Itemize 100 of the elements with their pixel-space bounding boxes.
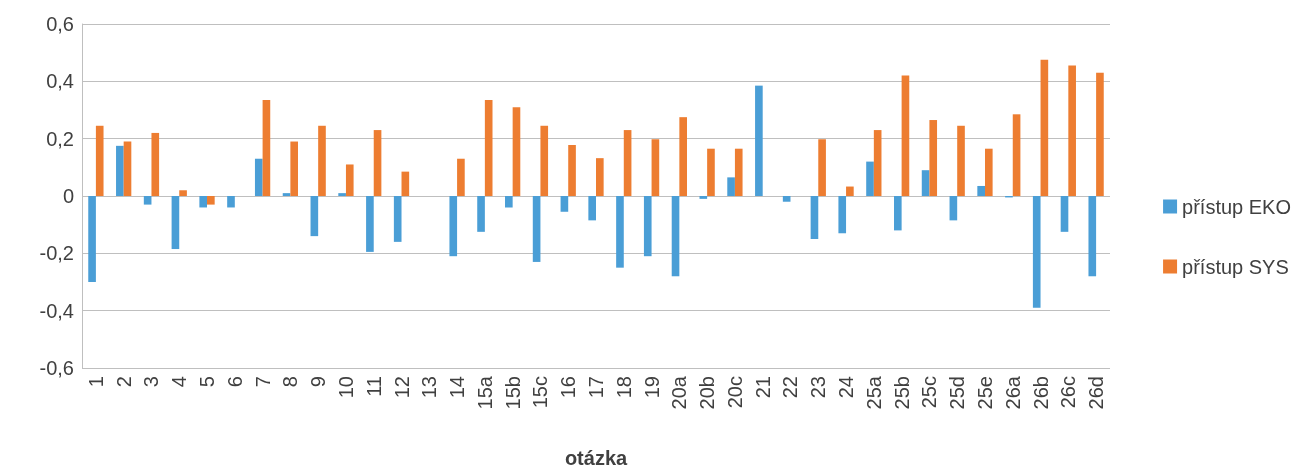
x-tick-label: 2 xyxy=(112,376,135,388)
bar xyxy=(540,125,549,196)
bar xyxy=(1096,72,1104,196)
bar xyxy=(623,130,632,196)
x-tick-label: 9 xyxy=(307,376,330,388)
bar xyxy=(734,148,743,196)
x-tick-label: 20c xyxy=(723,376,746,409)
x-tick-label: 10 xyxy=(334,376,357,399)
bar xyxy=(755,85,763,196)
x-tick-label: 20b xyxy=(696,376,719,410)
bar xyxy=(207,196,215,205)
x-tick-label: 11 xyxy=(362,376,385,397)
bar xyxy=(651,139,660,196)
bar xyxy=(477,196,485,232)
x-tick-label: 18 xyxy=(612,376,635,399)
bar xyxy=(810,196,819,239)
bar xyxy=(921,170,930,196)
bar xyxy=(116,145,124,196)
y-tick-label: -0,6 xyxy=(39,357,74,379)
bar xyxy=(727,177,735,196)
bar xyxy=(699,196,708,199)
bar xyxy=(179,190,187,196)
bar xyxy=(1012,114,1021,196)
bar xyxy=(449,196,458,257)
bar xyxy=(88,196,96,282)
bar xyxy=(818,139,826,196)
x-tick-label: 23 xyxy=(807,376,830,399)
bar xyxy=(532,196,541,262)
bar xyxy=(707,148,715,196)
x-tick-label: 14 xyxy=(446,376,469,399)
x-tick-label: 25a xyxy=(862,375,885,410)
bar xyxy=(616,196,624,268)
bar xyxy=(893,196,902,231)
x-tick-label: 25c xyxy=(918,376,941,409)
bar xyxy=(393,196,402,242)
bar xyxy=(1060,196,1069,232)
bar xyxy=(1068,65,1076,196)
x-tick-label: 7 xyxy=(251,376,274,388)
bar xyxy=(95,125,104,196)
bar xyxy=(1040,59,1049,196)
bar xyxy=(199,196,208,208)
bar xyxy=(977,185,985,196)
x-tick-label: 21 xyxy=(751,376,774,399)
bar xyxy=(1032,196,1041,308)
x-tick-label: 22 xyxy=(779,376,802,399)
bar xyxy=(318,125,326,196)
bar xyxy=(671,196,680,277)
x-tick-label: 26a xyxy=(1001,375,1024,410)
bar xyxy=(782,196,791,202)
legend-label: přístup SYS xyxy=(1182,255,1289,278)
x-tick-label: 26c xyxy=(1057,376,1080,409)
bar xyxy=(151,132,160,196)
x-tick-label: 6 xyxy=(223,376,246,388)
bar xyxy=(873,130,882,196)
bar xyxy=(484,99,493,196)
y-tick-label: 0,6 xyxy=(46,13,74,35)
bar xyxy=(679,117,687,196)
y-tick-label: 0,2 xyxy=(46,127,74,150)
x-tick-label: 25d xyxy=(946,376,969,410)
bar xyxy=(457,158,465,196)
x-tick-label: 15c xyxy=(529,376,552,409)
bar xyxy=(123,141,132,196)
bar xyxy=(282,193,291,196)
bar xyxy=(568,144,576,196)
x-tick-label: 25e xyxy=(973,376,996,410)
bar xyxy=(338,193,346,196)
x-tick-label: 26d xyxy=(1085,376,1108,410)
bar xyxy=(1088,196,1097,277)
x-tick-label: 26b xyxy=(1029,376,1052,410)
bar xyxy=(949,196,958,221)
x-tick-label: 20a xyxy=(668,375,691,410)
bar xyxy=(901,75,910,196)
bar xyxy=(401,171,410,196)
bar xyxy=(596,158,604,196)
x-tick-label: 4 xyxy=(168,376,191,388)
x-tick-label: 8 xyxy=(279,376,302,388)
x-axis-title: otázka xyxy=(564,447,628,469)
x-tick-label: 15a xyxy=(473,375,496,410)
y-tick-label: -0,2 xyxy=(39,242,74,265)
y-tick-label: -0,4 xyxy=(39,299,74,322)
bar xyxy=(560,196,569,212)
bar xyxy=(262,99,271,196)
bar xyxy=(310,196,319,237)
bar xyxy=(838,196,847,234)
bar xyxy=(366,196,374,252)
x-tick-label: 19 xyxy=(640,376,663,399)
bar xyxy=(290,141,299,196)
x-tick-label: 17 xyxy=(585,376,607,399)
x-tick-label: 13 xyxy=(418,376,441,399)
x-tick-label: 16 xyxy=(557,376,580,399)
bar xyxy=(643,196,652,257)
bar xyxy=(227,196,235,208)
bar xyxy=(373,130,382,196)
bar xyxy=(171,196,180,250)
y-tick-label: 0 xyxy=(62,185,74,207)
legend-label: přístup EKO xyxy=(1182,195,1291,218)
x-tick-label: 24 xyxy=(835,376,858,399)
bar xyxy=(143,196,152,205)
y-tick-label: 0,4 xyxy=(46,70,74,93)
bar xyxy=(866,161,874,196)
